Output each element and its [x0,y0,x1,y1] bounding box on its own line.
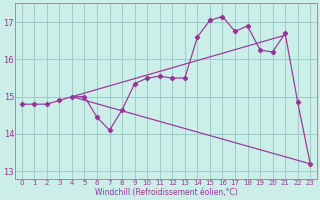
X-axis label: Windchill (Refroidissement éolien,°C): Windchill (Refroidissement éolien,°C) [95,188,237,197]
